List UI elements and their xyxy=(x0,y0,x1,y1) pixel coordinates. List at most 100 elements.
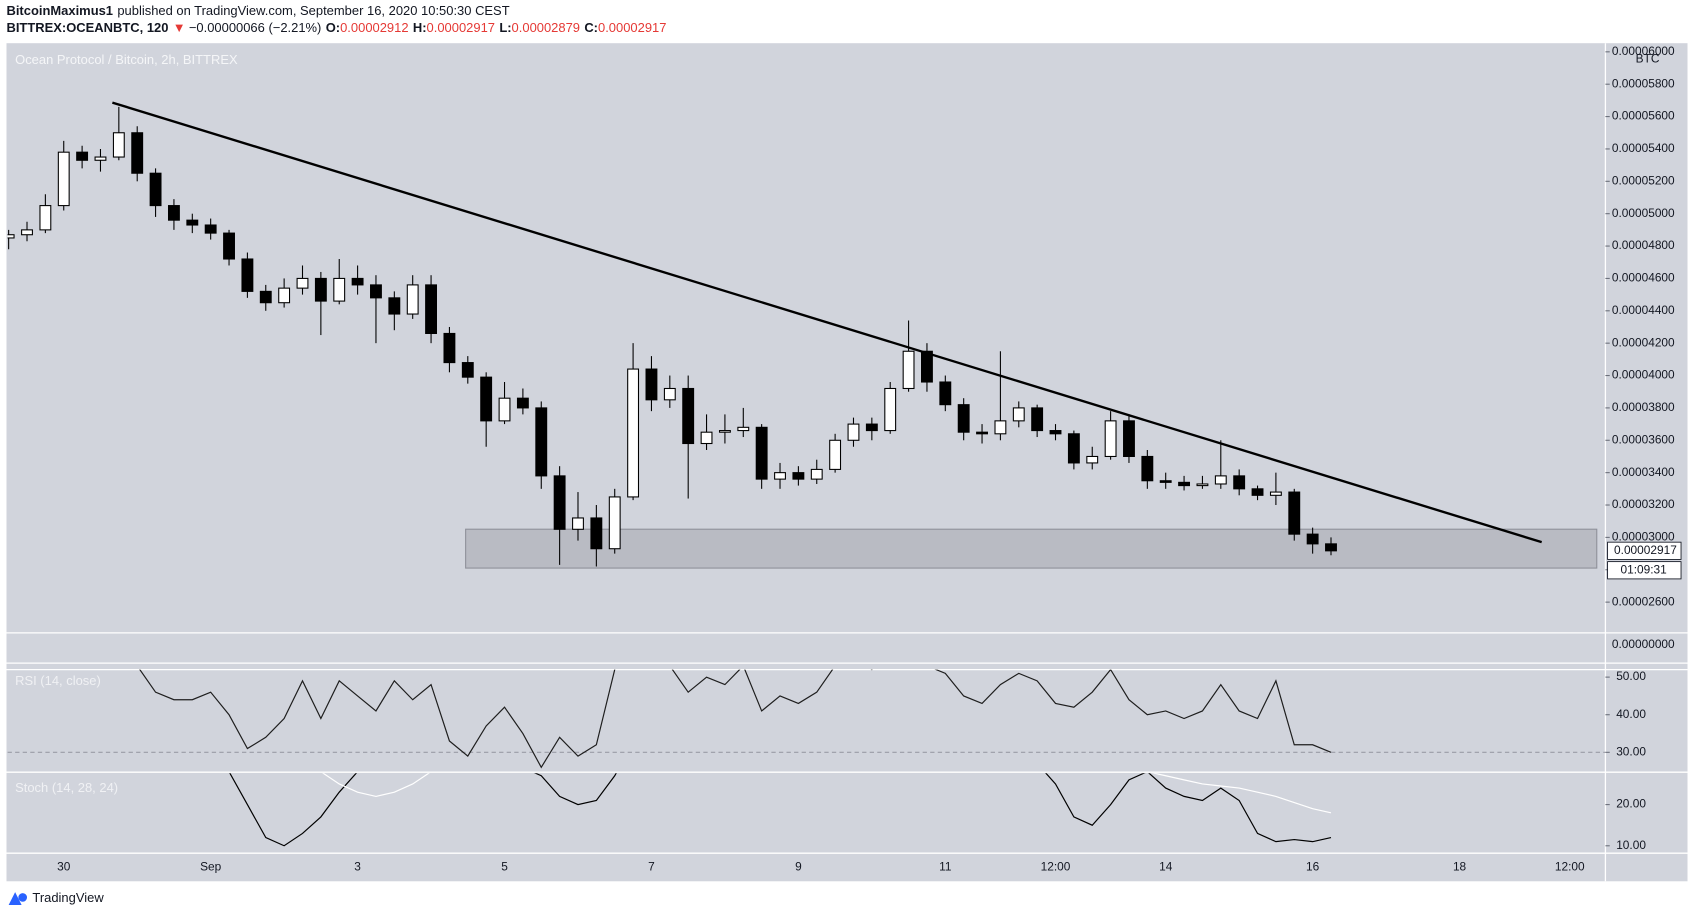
ohlc-label: L: xyxy=(499,21,511,36)
candle-body xyxy=(223,232,235,260)
candle-body xyxy=(1123,420,1135,458)
symbol: BITTREX:OCEANBTC, 120 xyxy=(6,21,168,36)
chart-area xyxy=(6,43,1688,882)
candle-body xyxy=(204,224,217,234)
candle-body xyxy=(1288,491,1301,535)
candle-body xyxy=(1086,455,1099,464)
candle-body xyxy=(425,284,438,334)
candle-body xyxy=(278,287,291,304)
countdown-box xyxy=(1607,561,1682,580)
candle-body xyxy=(921,350,933,383)
publisher: BitcoinMaximus1 xyxy=(6,3,113,18)
candle-body xyxy=(1104,420,1117,458)
axes: 0.00006000 0.00005800 0.00005600 0.00005400… xyxy=(57,44,1682,873)
y-tick-label: 0.00003000 xyxy=(1612,530,1675,544)
x-tick-label: 18 xyxy=(1453,859,1467,873)
candle-body xyxy=(370,284,382,299)
candle-body xyxy=(241,258,254,292)
candle-body xyxy=(186,219,199,226)
y-tick-label: 30.00 xyxy=(1616,744,1646,758)
candle-body xyxy=(1031,407,1044,432)
candle-body xyxy=(1141,455,1154,482)
candle-body xyxy=(994,420,1007,435)
candle-body xyxy=(21,229,33,236)
candle-body xyxy=(314,277,327,302)
x-tick-label: 30 xyxy=(57,859,71,873)
y-tick-label: 0.00004800 xyxy=(1612,238,1675,252)
candle-body xyxy=(755,426,768,480)
header-line-1: BitcoinMaximus1 published on TradingView.… xyxy=(6,3,509,18)
candle-body xyxy=(627,368,640,498)
y-tick-label: 0.00005200 xyxy=(1612,173,1675,187)
main-plot xyxy=(7,101,1598,569)
x-tick-label: 12:00 xyxy=(1041,859,1071,873)
last-price-box xyxy=(1607,541,1682,560)
candle-body xyxy=(737,426,750,432)
candle-body xyxy=(792,472,805,480)
candle-body xyxy=(884,387,897,432)
y-tick-label: 0.00004200 xyxy=(1612,335,1675,349)
candle-body xyxy=(865,423,878,432)
candle-body xyxy=(572,517,584,530)
header-line-2: BITTREX:OCEANBTC, 120 ▼ −0.00000066 (−2.21… xyxy=(6,21,666,36)
candle-body xyxy=(1269,491,1282,496)
ohlc-label: O: xyxy=(326,21,340,36)
candle-body xyxy=(443,332,456,364)
candle-body xyxy=(1159,480,1172,483)
brand: TradingView xyxy=(32,890,104,905)
countdown: 01:09:31 xyxy=(1621,562,1668,576)
y-tick-label: 50.00 xyxy=(1616,669,1646,683)
candle-body xyxy=(167,205,180,221)
candle-body xyxy=(296,277,309,289)
y-tick-label: 0.00003600 xyxy=(1612,432,1675,446)
x-tick-label: 7 xyxy=(648,859,655,873)
candle-body xyxy=(57,151,70,207)
ohlc-value: 0.00002917 xyxy=(427,21,495,36)
change-arrow: ▼ xyxy=(173,21,186,36)
candle-body xyxy=(112,132,125,158)
x-tick-label: 12:00 xyxy=(1555,859,1585,873)
y-tick-label: 0.00005600 xyxy=(1612,109,1675,123)
candle-body xyxy=(829,439,842,470)
ohlc-value: 0.00002912 xyxy=(340,21,408,36)
trend-line xyxy=(112,101,1543,544)
candle-body xyxy=(7,234,15,239)
candle-body xyxy=(663,387,676,401)
x-tick-label: 5 xyxy=(501,859,508,873)
zero-label: 0.00000000 xyxy=(1612,637,1675,651)
candle-body xyxy=(1325,543,1337,552)
logo xyxy=(8,892,28,906)
y-tick-label: 0.00005000 xyxy=(1612,206,1675,220)
y-tick-label: 0.00005400 xyxy=(1612,141,1675,155)
currency: BTC xyxy=(1636,52,1660,66)
candle-body xyxy=(1214,475,1227,485)
y-tick-label: 0.00004400 xyxy=(1612,303,1675,317)
candle-body xyxy=(1067,433,1080,464)
candle-body xyxy=(1306,533,1319,545)
candle-body xyxy=(774,472,786,480)
y-tick-label: 10.00 xyxy=(1616,838,1646,852)
candle-body xyxy=(535,407,548,477)
published: published on TradingView.com, September … xyxy=(117,3,509,18)
change: −0.00000066 (−2.21%) xyxy=(189,21,322,36)
candle-body xyxy=(700,431,713,445)
y-tick-label: 0.00005800 xyxy=(1612,76,1675,90)
candle-body xyxy=(553,475,566,530)
candle-body xyxy=(94,156,107,161)
x-tick-label: Sep xyxy=(200,859,222,873)
candle-body xyxy=(131,132,144,174)
candle-body xyxy=(259,290,272,304)
y-tick-label: 0.00003200 xyxy=(1612,497,1675,511)
y-tick-label: 20.00 xyxy=(1616,797,1646,811)
candle-body xyxy=(76,151,89,161)
x-tick-label: 3 xyxy=(354,859,361,873)
rsi-title: RSI (14, close) xyxy=(15,673,101,688)
candle-body xyxy=(608,496,621,550)
candle-body xyxy=(149,172,162,207)
candle-body xyxy=(461,362,474,378)
indicator-line xyxy=(139,669,1332,769)
y-tick-label: 0.00004000 xyxy=(1612,368,1675,382)
candle-body xyxy=(1178,481,1191,487)
candle-body xyxy=(902,350,915,390)
y-tick-label: 0.00002600 xyxy=(1612,594,1675,608)
